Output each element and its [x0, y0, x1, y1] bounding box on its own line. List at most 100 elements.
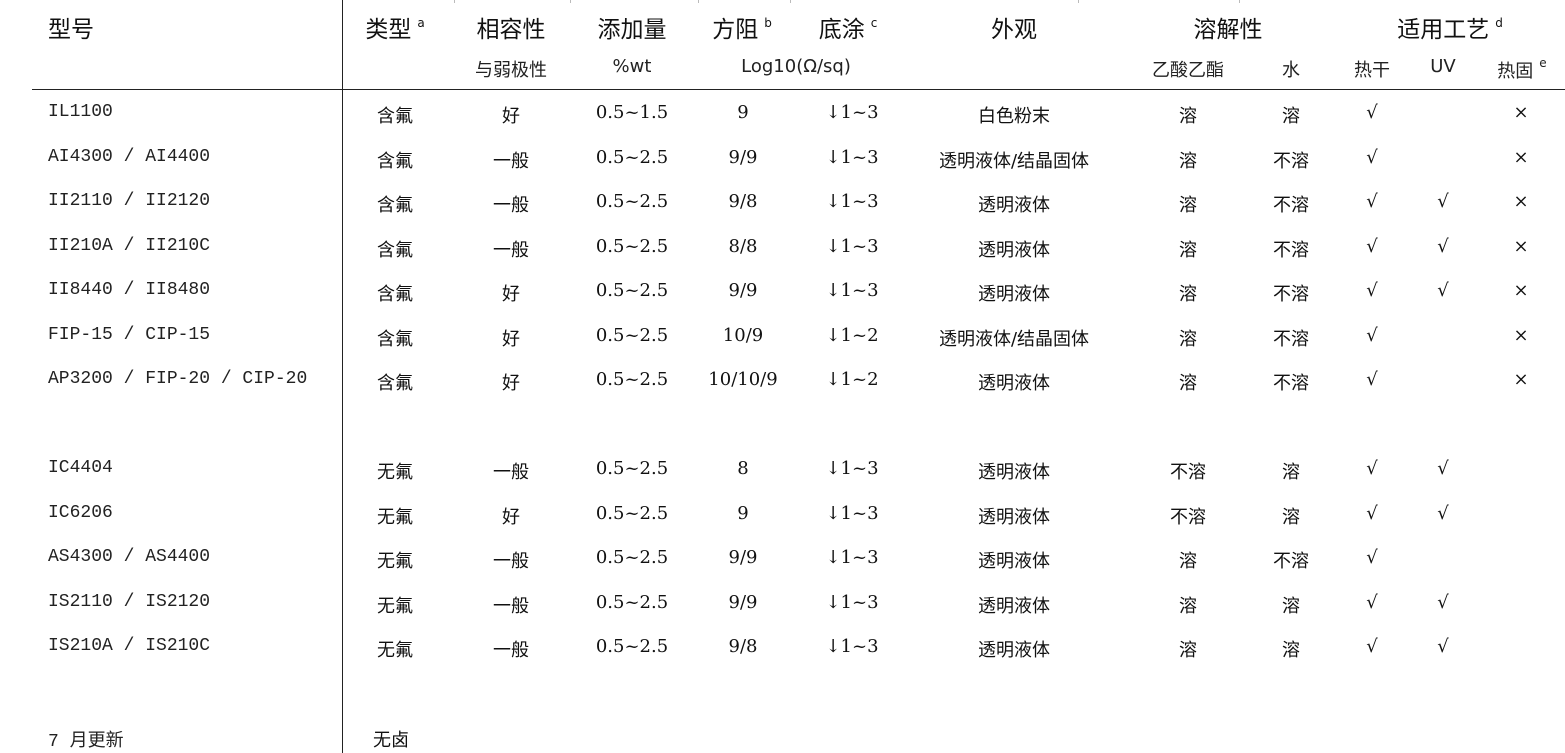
header-process: 适用工艺 d	[1397, 16, 1503, 43]
cell-model: II2110 / II2120	[48, 191, 211, 211]
cell-resistance: 9/9	[728, 592, 758, 613]
cell-addition: 0.5~2.5	[595, 547, 669, 568]
cell-base: ↓1~3	[825, 636, 879, 657]
header-appearance: 外观	[991, 17, 1037, 43]
cell-sol-ea: 溶	[1179, 106, 1197, 127]
cell-base: ↓1~2	[825, 325, 879, 346]
cell-compat: 好	[502, 507, 520, 528]
header-type: 类型 a	[365, 16, 425, 43]
header-model: 型号	[48, 17, 94, 43]
cell-base: ↓1~3	[825, 503, 879, 524]
column-tick	[1078, 0, 1079, 3]
cell-sol-water: 不溶	[1273, 151, 1309, 172]
cell-resistance: 9	[737, 503, 749, 524]
column-tick	[570, 0, 571, 3]
cell-sol-water: 溶	[1282, 462, 1300, 483]
column-tick	[698, 0, 699, 3]
cell-heatdry: √	[1366, 191, 1378, 212]
cell-compat: 好	[502, 106, 520, 127]
cell-base: ↓1~3	[825, 191, 879, 212]
cell-addition: 0.5~2.5	[595, 191, 669, 212]
cell-resistance: 9/8	[728, 636, 758, 657]
header-proc-uv: UV	[1430, 56, 1456, 77]
cell-base: ↓1~3	[825, 592, 879, 613]
cell-compat: 一般	[493, 151, 529, 172]
cell-appearance: 透明液体	[978, 551, 1050, 572]
cell-resistance: 9/9	[728, 547, 758, 568]
cell-sol-water: 不溶	[1273, 284, 1309, 305]
cell-addition: 0.5~2.5	[595, 369, 669, 390]
cell-compat: 一般	[493, 551, 529, 572]
cell-compat: 一般	[493, 462, 529, 483]
cell-addition: 0.5~1.5	[595, 102, 669, 123]
header-proc-heatcure: 热固 e	[1497, 56, 1547, 82]
cell-resistance: 10/10/9	[708, 369, 778, 390]
cell-model: IC6206	[48, 503, 113, 523]
cell-uv: √	[1437, 236, 1449, 257]
cell-heatcure: ×	[1513, 191, 1529, 212]
header-resistance-sub: Log10(Ω/sq)	[741, 56, 851, 77]
header-solubility: 溶解性	[1193, 17, 1263, 43]
cell-heatdry: √	[1366, 458, 1378, 479]
cell-type: 含氟	[377, 373, 413, 394]
cell-heatcure: ×	[1513, 325, 1529, 346]
cell-model: AI4300 / AI4400	[48, 147, 211, 167]
cell-type: 无氟	[377, 507, 413, 528]
cell-base: ↓1~3	[825, 547, 879, 568]
cell-sol-ea: 溶	[1179, 195, 1197, 216]
cell-type: 含氟	[377, 284, 413, 305]
header-addition-sub: %wt	[612, 56, 652, 77]
cell-heatdry: √	[1366, 592, 1378, 613]
cell-resistance: 9/9	[728, 280, 758, 301]
column-tick	[790, 0, 791, 3]
cell-sol-water: 不溶	[1273, 240, 1309, 261]
cell-uv: √	[1437, 503, 1449, 524]
cell-type: 含氟	[377, 329, 413, 350]
cell-addition: 0.5~2.5	[595, 458, 669, 479]
cell-sol-water: 溶	[1282, 640, 1300, 661]
cell-heatdry: √	[1366, 147, 1378, 168]
cell-appearance: 透明液体	[978, 640, 1050, 661]
cell-base: ↓1~3	[825, 147, 879, 168]
cell-base: ↓1~3	[825, 102, 879, 123]
cell-appearance: 透明液体	[978, 195, 1050, 216]
cell-type: 无氟	[377, 551, 413, 572]
cell-heatdry: √	[1366, 236, 1378, 257]
cell-sol-ea: 溶	[1179, 551, 1197, 572]
cell-model: II210A / II210C	[48, 236, 211, 256]
cell-sol-water: 不溶	[1273, 373, 1309, 394]
cell-heatdry: √	[1366, 102, 1378, 123]
footer-note: 7 月更新	[48, 732, 124, 752]
column-tick	[1239, 0, 1240, 3]
cell-appearance: 透明液体	[978, 284, 1050, 305]
cell-addition: 0.5~2.5	[595, 147, 669, 168]
cell-addition: 0.5~2.5	[595, 280, 669, 301]
header-sol-ea: 乙酸乙酯	[1152, 60, 1224, 81]
cell-sol-water: 溶	[1282, 507, 1300, 528]
cell-uv: √	[1437, 458, 1449, 479]
cell-heatcure: ×	[1513, 147, 1529, 168]
cell-appearance: 透明液体/结晶固体	[938, 151, 1090, 172]
cell-sol-water: 不溶	[1273, 551, 1309, 572]
cell-appearance: 透明液体	[978, 596, 1050, 617]
cell-sol-water: 溶	[1282, 106, 1300, 127]
header-compat-sub: 与弱极性	[475, 60, 547, 81]
column-divider	[342, 0, 343, 753]
cell-model: IS2110 / IS2120	[48, 592, 211, 612]
cell-type: 无氟	[377, 640, 413, 661]
cell-type: 含氟	[377, 151, 413, 172]
cell-compat: 好	[502, 329, 520, 350]
cell-type: 含氟	[377, 240, 413, 261]
cell-addition: 0.5~2.5	[595, 325, 669, 346]
cell-sol-ea: 溶	[1179, 151, 1197, 172]
cell-sol-ea: 溶	[1179, 640, 1197, 661]
cell-sol-ea: 溶	[1179, 373, 1197, 394]
cell-model: AP3200 / FIP-20 / CIP-20	[48, 369, 308, 389]
cell-compat: 一般	[493, 596, 529, 617]
cell-compat: 一般	[493, 195, 529, 216]
cell-appearance: 透明液体/结晶固体	[938, 329, 1090, 350]
cell-compat: 一般	[493, 640, 529, 661]
footer-type: 无卤	[373, 730, 409, 751]
header-sol-water: 水	[1282, 60, 1300, 81]
cell-resistance: 9/9	[728, 147, 758, 168]
